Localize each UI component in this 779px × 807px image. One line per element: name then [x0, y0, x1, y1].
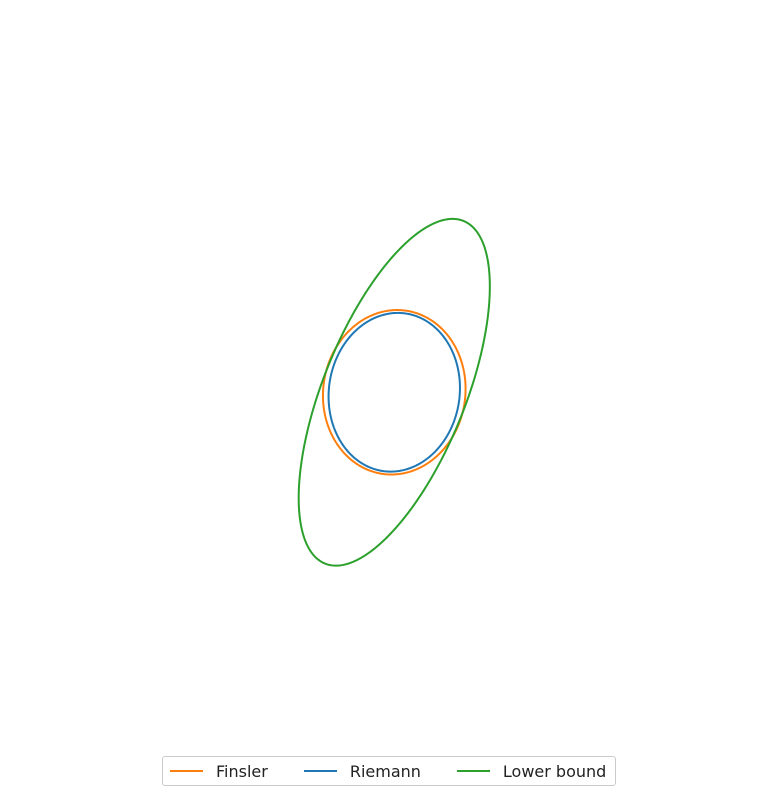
legend-swatch-finsler [170, 770, 203, 772]
legend-swatch-lower-bound [456, 770, 490, 772]
series-curve-finsler [321, 309, 467, 476]
legend-item-lower-bound: Lower bound [456, 761, 607, 781]
legend-item-riemann: Riemann [303, 761, 421, 781]
series-curve-lower-bound [297, 217, 491, 567]
legend-label-finsler: Finsler [216, 761, 268, 781]
legend-label-lower-bound: Lower bound [502, 761, 607, 781]
legend: Finsler Riemann Lower bound [162, 756, 616, 786]
series-curve-riemann [327, 311, 461, 473]
legend-label-riemann: Riemann [349, 761, 421, 781]
legend-swatch-riemann [303, 770, 337, 772]
legend-item-finsler: Finsler [170, 762, 268, 781]
